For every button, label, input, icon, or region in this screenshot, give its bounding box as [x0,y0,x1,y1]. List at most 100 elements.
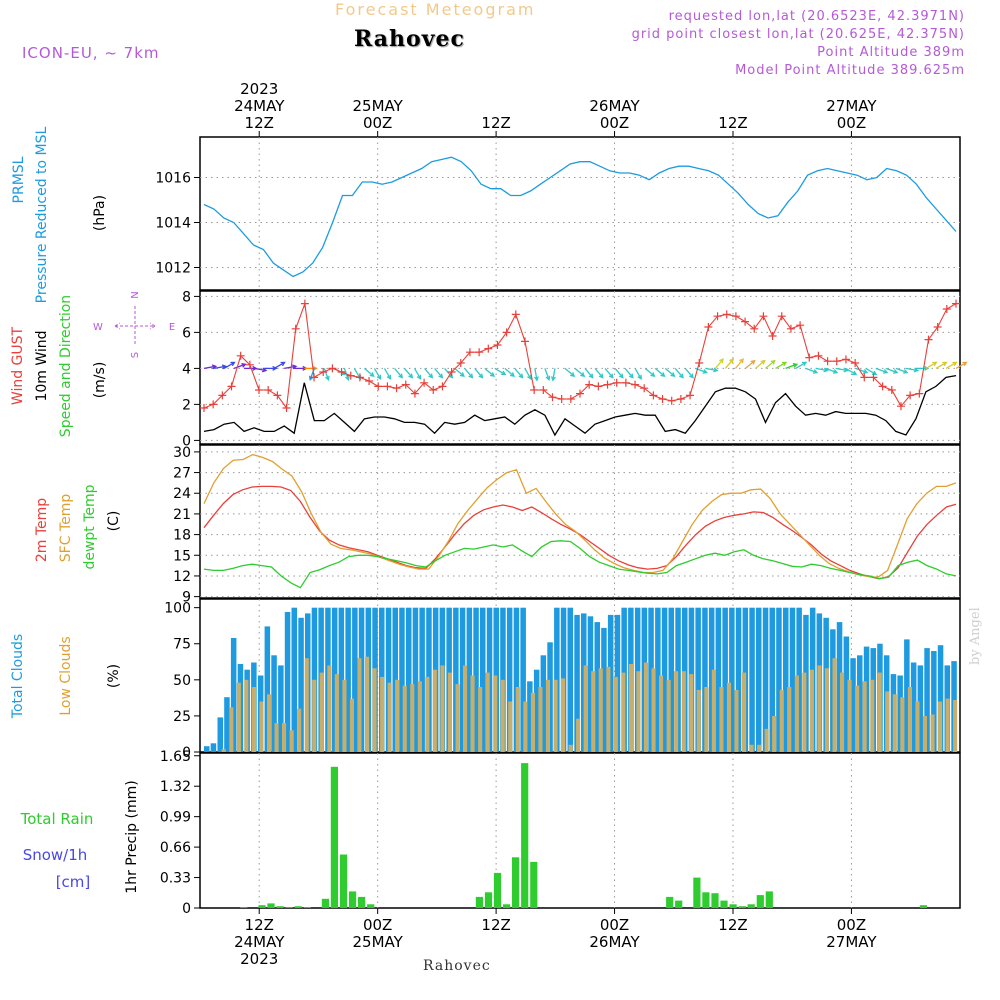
low-cloud-bar [900,697,905,752]
wind-gust-marker [539,386,548,394]
y-tick-label: 8 [182,289,191,305]
wind-arrow-head [241,363,247,368]
low-cloud-bar [606,666,611,752]
wind-gust-marker [603,380,612,389]
compass-north: N [130,291,141,298]
wind-arrow [404,367,413,379]
wind-arrow-head [903,369,909,374]
temp-unit-label: (C) [106,511,122,532]
wind-arrow [213,365,226,370]
low-cloud-bar [304,658,309,752]
low-cloud-bar [779,689,784,752]
wind-gust-marker [695,359,704,367]
total-cloud-bar [722,607,728,752]
low-cloud-bar [236,682,241,752]
wind-arrow [454,367,465,377]
wind-arrow [574,367,585,377]
wind-gust-marker [933,323,942,331]
low-cloud-bar [530,692,535,752]
wind-arrow [845,367,857,375]
total-cloud-bar [776,607,782,752]
footer-location: Rahovec [423,958,491,974]
bottom-time-label: 00Z [363,916,392,934]
low-cloud-bar [877,672,882,752]
pressure-unit-label: (hPa) [92,195,108,231]
total-cloud-bar [412,607,419,752]
low-cloud-bar [297,708,302,752]
total-cloud-bar [278,665,284,752]
wind-arrow [474,367,483,379]
low-cloud-bar [372,668,377,752]
wind-arrow [413,368,422,380]
total-cloud-bar [513,607,520,752]
wind-gust-marker [511,310,520,319]
wind-gust-marker [915,389,924,398]
rain-bar [267,903,275,908]
low-cloud-bar [674,671,679,752]
wind-gust-marker [465,348,474,357]
y-tick-label: 0.66 [160,840,191,856]
wind-arrow-head [792,363,799,368]
wind-arrow [945,361,957,369]
wind-arrow [494,367,506,375]
total-cloud-bar [783,607,789,752]
compass-east: E [169,322,175,333]
y-tick-label: 30 [173,445,191,461]
top-time-label: 24MAY [234,97,285,115]
location-name: Rahovec [354,26,465,52]
low-cloud-bar [840,672,845,752]
wind-arrow [434,367,443,379]
low-cloud-bar [244,679,249,752]
wind-gust-marker [667,396,676,405]
wind-arrow-head [261,367,268,373]
total-cloud-bar [655,607,661,752]
wind-gust-marker [548,393,557,402]
low-cloud-bar [410,684,415,752]
rain-bar [756,895,764,908]
low-cloud-bar [636,671,641,752]
wind-arrow [484,367,495,377]
wind-arrow [865,367,877,375]
wind-arrow [444,367,453,379]
y-tick-label: 1014 [155,216,191,232]
wind-speed-line [203,374,957,437]
model-point-altitude: Model Point Altitude 389.625m [735,63,965,78]
wind-arrow [654,367,665,377]
wind-arrow [684,367,694,379]
wind-arrow [825,367,838,374]
wind-arrow-head [781,361,788,367]
low-cloud-bar [885,691,890,752]
wind-arrow-head [739,358,744,364]
wind-arrow [254,367,267,372]
rain-bar [367,904,375,908]
low-cloud-bar [387,682,392,752]
low-cloud-bar [953,700,958,752]
wind-arrow-head [608,373,614,379]
wind-unit-label: (m/s) [92,362,108,399]
wind-arrow [564,367,575,377]
wind-arrow-head [230,361,236,367]
wind-gust-marker [374,382,383,391]
pressure-label-prmsl: PRMSL [11,156,27,203]
total-cloud-bar [345,607,351,752]
total-cloud-bar [607,614,614,752]
low-cloud-bar [342,679,347,752]
rain-bar [349,891,357,908]
watermark: by Angel [968,607,983,665]
low-cloud-bar [349,698,354,752]
wind-arrow-head [952,361,958,367]
wind-gust-marker [722,310,731,319]
total-cloud-bar [547,642,553,752]
wind-arrow [424,367,433,379]
y-tick-label: 75 [173,637,191,653]
y-tick-label: 0.99 [160,810,191,826]
total-cloud-bar [298,617,304,752]
total-cloud-bar [843,636,850,752]
rain-bar [475,896,483,908]
low-cloud-bar [357,658,362,752]
low-cloud-bar [862,681,867,752]
wind-arrow [464,367,473,379]
total-cloud-bar [857,655,863,752]
wind-arrow-head [852,370,858,376]
wind-arrow [614,367,624,379]
